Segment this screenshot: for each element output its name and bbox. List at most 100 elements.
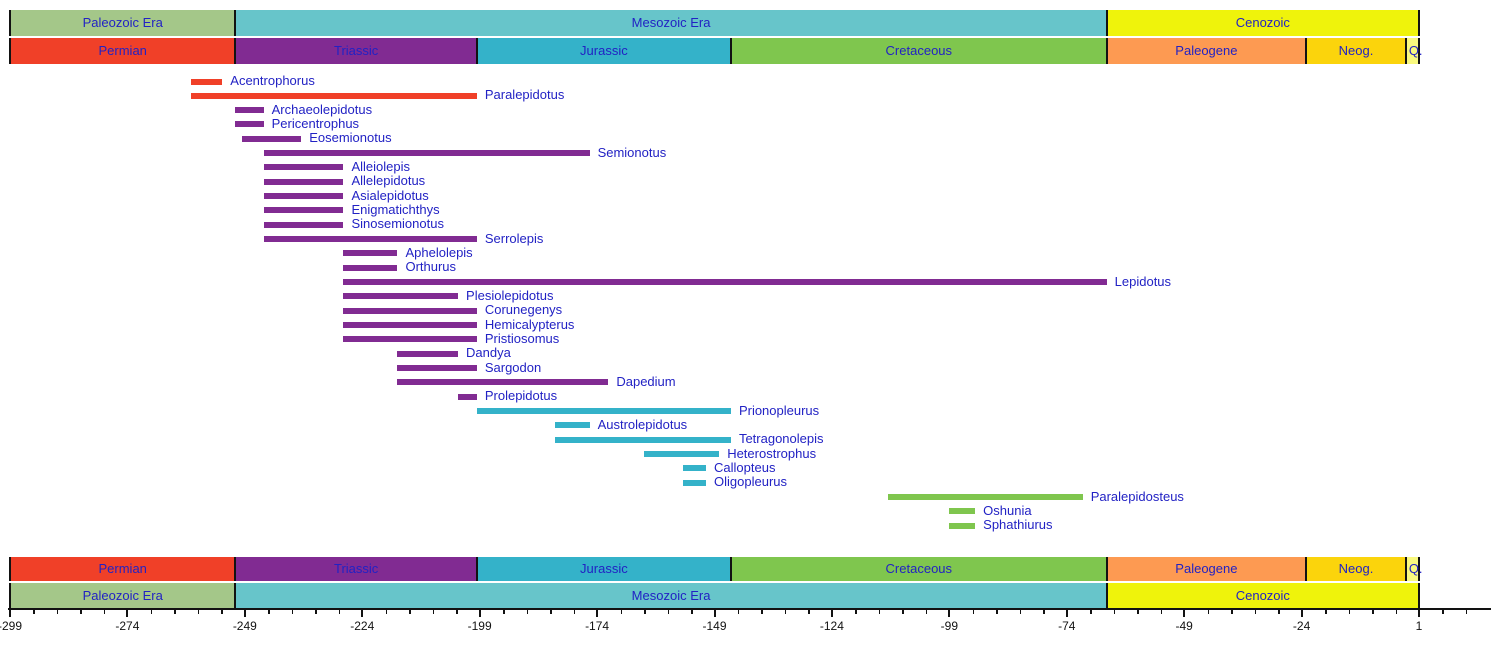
taxon-bar-lepidotus: [343, 279, 1107, 286]
taxon-label-archaeolepidotus: Archaeolepidotus: [271, 101, 373, 117]
axis-minor-tick: [1325, 610, 1327, 614]
taxon-label-pericentrophus: Pericentrophus: [271, 115, 360, 131]
taxon-bar-prolepidotus: [458, 393, 477, 400]
axis-minor-tick: [1090, 610, 1092, 614]
period-label-q: Q.: [1408, 43, 1423, 58]
taxon-bar-oshunia: [949, 508, 976, 515]
axis-minor-tick: [409, 610, 411, 614]
period-boundary-line: [234, 38, 237, 64]
era-boundary-line: [1105, 583, 1108, 608]
period-label-paleogene: Paleogene: [1175, 43, 1238, 58]
axis-minor-tick: [1113, 610, 1116, 614]
period-boundary-line: [1404, 557, 1407, 581]
taxon-label-aphelolepis: Aphelolepis: [405, 244, 473, 260]
taxon-label-prionopleurus: Prionopleurus: [738, 402, 820, 418]
taxon-label-plesiolepidotus: Plesiolepidotus: [466, 287, 554, 303]
axis-minor-tick: [1207, 610, 1210, 614]
taxon-bar-paralepidotus: [191, 92, 477, 99]
period-band-permian: [10, 557, 236, 581]
taxon-bar-semionotus: [263, 150, 590, 157]
axis-major-tick: [830, 610, 833, 617]
period-band-q: [1405, 557, 1419, 581]
period-label-neog: Neog.: [1338, 561, 1374, 576]
axis-major-tick: [948, 610, 951, 617]
era-boundary-line: [1105, 10, 1108, 36]
axis-minor-tick: [80, 610, 82, 614]
taxon-bar-hemicalypterus: [343, 322, 477, 329]
taxon-bar-dandya: [397, 350, 459, 357]
axis-tick-label: -249: [232, 619, 257, 633]
axis-tick-label: -199: [467, 619, 492, 633]
taxon-label-sargodon: Sargodon: [484, 359, 542, 375]
axis-minor-tick: [855, 610, 857, 614]
axis-minor-tick: [503, 610, 505, 614]
taxon-bar-pristiosomus: [343, 336, 477, 343]
taxon-label-prolepidotus: Prolepidotus: [484, 388, 558, 404]
taxon-bar-corunegenys: [343, 307, 477, 314]
period-band-permian: [10, 38, 236, 64]
axis-minor-tick: [925, 610, 928, 614]
period-label-jurassic: Jurassic: [580, 43, 628, 58]
taxon-label-paralepidosteus: Paralepidosteus: [1090, 488, 1184, 504]
taxon-label-allelepidotus: Allelepidotus: [351, 173, 426, 189]
taxon-bar-aphelolepis: [343, 250, 398, 257]
era-label-paleozoic-era: Paleozoic Era: [82, 15, 163, 30]
era-band-paleozoic-era: [10, 583, 236, 608]
era-band-cenozoic: [1106, 10, 1419, 36]
axis-tick-label: -224: [350, 619, 375, 633]
axis-minor-tick: [33, 610, 35, 614]
axis-minor-tick: [1043, 610, 1045, 614]
taxon-bar-oligopleurus: [683, 479, 707, 486]
period-band-triassic: [235, 38, 477, 64]
axis-minor-tick: [620, 610, 623, 614]
period-band-jurassic: [476, 557, 731, 581]
bottom-period-row: Permian Triassic Jurassic Cretaceous Paleoge…: [0, 557, 1500, 581]
period-label-cretaceous: Cretaceous: [885, 561, 953, 576]
taxon-label-alleiolepis: Alleiolepis: [351, 158, 410, 174]
axis-tick-label: -124: [819, 619, 844, 633]
period-band-neog: [1306, 557, 1406, 581]
taxon-label-pristiosomus: Pristiosomus: [484, 330, 560, 346]
axis-tick-label: -174: [585, 619, 610, 633]
period-label-permian: Permian: [98, 561, 147, 576]
top-period-row: Permian Triassic Jurassic Cretaceous Paleoge…: [0, 38, 1500, 64]
axis-tick-label: -24: [1292, 619, 1311, 633]
axis-minor-tick: [737, 610, 740, 614]
axis-minor-tick: [1348, 610, 1351, 614]
axis-major-tick: [596, 610, 599, 617]
axis-minor-tick: [761, 610, 763, 614]
taxon-label-lepidotus: Lepidotus: [1114, 273, 1172, 289]
axis-minor-tick: [878, 610, 881, 614]
axis-minor-tick: [315, 610, 317, 614]
era-boundary-line: [1418, 10, 1420, 36]
axis-minor-tick: [221, 610, 223, 614]
period-label-neog: Neog.: [1338, 43, 1374, 58]
taxon-bar-dapedium: [397, 379, 609, 386]
taxon-bar-plesiolepidotus: [343, 293, 459, 300]
taxon-label-heterostrophus: Heterostrophus: [727, 445, 817, 461]
period-label-q: Q.: [1408, 561, 1423, 576]
axis-minor-tick: [1442, 610, 1444, 614]
era-label-paleozoic-era: Paleozoic Era: [82, 588, 163, 603]
period-boundary-line: [729, 38, 732, 64]
axis-minor-tick: [691, 610, 693, 614]
period-label-permian: Permian: [98, 43, 147, 58]
period-band-paleogene: [1106, 38, 1307, 64]
taxon-bar-heterostrophus: [644, 451, 720, 458]
era-label-mesozoic-era: Mesozoic Era: [631, 15, 711, 30]
axis-minor-tick: [291, 610, 294, 614]
axis-major-tick: [1418, 610, 1420, 617]
era-boundary-line: [1418, 583, 1420, 608]
axis-minor-tick: [996, 610, 998, 614]
taxon-bar-archaeolepidotus: [235, 107, 264, 114]
period-label-jurassic: Jurassic: [580, 561, 628, 576]
axis-major-tick: [713, 610, 716, 617]
axis-major-tick: [1065, 610, 1068, 617]
axis-minor-tick: [1372, 610, 1374, 614]
period-boundary-line: [729, 557, 732, 581]
axis-minor-tick: [808, 610, 810, 614]
axis-minor-tick: [150, 610, 153, 614]
taxon-label-eosemionotus: Eosemionotus: [309, 130, 392, 146]
period-label-triassic: Triassic: [333, 43, 379, 58]
